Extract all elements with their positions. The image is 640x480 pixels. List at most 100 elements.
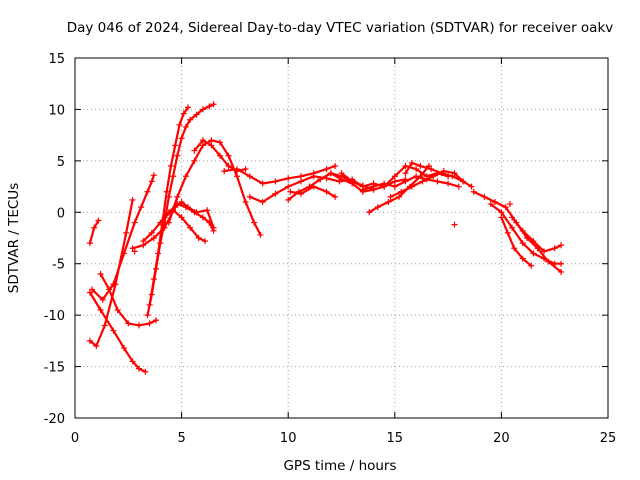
data-point-marker xyxy=(199,106,206,113)
data-point-marker xyxy=(272,178,279,185)
data-point-marker xyxy=(413,173,420,180)
data-point-marker xyxy=(509,224,516,231)
data-point-marker xyxy=(530,250,537,257)
series-arc-11 xyxy=(165,137,264,238)
data-point-marker xyxy=(359,186,366,193)
data-point-marker xyxy=(387,193,394,200)
data-point-marker xyxy=(430,173,437,180)
plot-frame xyxy=(74,57,609,419)
data-point-marker xyxy=(558,260,565,267)
data-point-marker xyxy=(519,227,526,234)
data-point-marker xyxy=(413,166,420,173)
data-point-marker xyxy=(366,209,373,216)
data-point-marker xyxy=(150,235,157,241)
data-point-marker xyxy=(153,317,160,324)
data-point-marker xyxy=(259,199,266,205)
series-arc-26 xyxy=(509,214,565,255)
data-point-marker xyxy=(519,255,526,262)
data-point-marker xyxy=(157,219,164,226)
data-point-marker xyxy=(519,240,526,247)
data-point-marker xyxy=(199,137,206,144)
data-point-marker xyxy=(121,250,128,257)
data-point-marker xyxy=(150,276,157,283)
data-point-marker xyxy=(391,183,398,190)
data-point-marker xyxy=(402,178,409,185)
data-point-marker xyxy=(310,183,317,190)
data-point-marker xyxy=(110,281,117,288)
y-tick-label: 5 xyxy=(57,155,65,170)
isolated-points xyxy=(131,201,513,255)
data-point-marker xyxy=(123,229,130,236)
data-point-marker xyxy=(216,152,223,159)
series-arc-20 xyxy=(359,173,462,193)
y-tick-label: 15 xyxy=(48,52,65,67)
data-point-marker xyxy=(391,173,398,180)
data-point-marker xyxy=(541,255,548,262)
data-point-marker xyxy=(242,166,249,173)
data-point-marker xyxy=(89,286,96,293)
data-point-marker xyxy=(445,180,452,187)
data-point-marker xyxy=(174,193,181,200)
data-point-marker xyxy=(551,260,558,267)
data-point-marker xyxy=(206,219,213,226)
data-point-marker xyxy=(374,204,381,211)
data-point-marker xyxy=(259,180,266,187)
data-point-marker xyxy=(135,365,142,372)
data-point-marker xyxy=(93,343,100,349)
data-point-marker xyxy=(225,152,232,159)
y-axis-label: SDTVAR / TECUs xyxy=(6,183,22,293)
data-point-marker xyxy=(150,172,157,179)
data-point-marker xyxy=(86,289,93,296)
y-tick-label: -10 xyxy=(44,309,65,324)
data-point-marker xyxy=(498,214,505,221)
data-point-marker xyxy=(487,201,494,208)
data-point-marker xyxy=(297,178,304,185)
data-point-marker xyxy=(234,173,241,180)
data-point-marker xyxy=(208,142,215,149)
data-point-marker xyxy=(438,170,445,177)
data-point-marker xyxy=(91,224,98,231)
data-point-marker xyxy=(131,219,138,226)
data-point-marker xyxy=(180,110,187,117)
series-line xyxy=(223,164,337,185)
data-point-marker xyxy=(338,170,345,177)
series-line xyxy=(88,219,100,245)
x-tick-label: 10 xyxy=(280,431,297,446)
data-point-marker xyxy=(210,101,217,108)
data-point-marker xyxy=(310,173,317,180)
data-point-marker xyxy=(434,178,441,185)
data-point-marker xyxy=(297,190,304,197)
series-arc-13 xyxy=(221,163,339,187)
data-point-marker xyxy=(381,180,388,187)
data-point-marker xyxy=(385,199,392,205)
y-tick-label: -20 xyxy=(44,412,65,427)
data-point-marker xyxy=(110,327,117,334)
data-point-marker xyxy=(199,214,206,221)
data-point-marker xyxy=(332,193,339,200)
x-tick-label: 0 xyxy=(71,431,79,446)
data-point-marker xyxy=(370,183,377,190)
data-point-marker xyxy=(391,178,398,185)
data-point-marker xyxy=(287,188,294,195)
data-point-marker xyxy=(210,227,217,234)
series-arc-3 xyxy=(86,217,102,247)
data-point-marker xyxy=(195,235,202,241)
data-point-marker xyxy=(257,231,264,238)
data-point-marker xyxy=(225,163,232,169)
data-point-marker xyxy=(460,178,467,185)
data-point-marker xyxy=(129,196,136,203)
series-line xyxy=(91,174,155,301)
data-point-marker xyxy=(86,240,93,247)
x-tick-label: 20 xyxy=(493,431,510,446)
data-point-marker xyxy=(449,173,456,180)
data-point-marker xyxy=(338,176,345,183)
series-line xyxy=(167,139,262,236)
data-point-marker xyxy=(481,193,488,200)
data-point-marker xyxy=(174,152,181,159)
data-point-marker xyxy=(470,188,477,195)
series-arc-1 xyxy=(86,289,149,375)
data-point-marker xyxy=(208,137,215,144)
series-line xyxy=(88,291,147,373)
data-point-marker xyxy=(167,163,174,169)
data-point-marker xyxy=(178,214,185,221)
